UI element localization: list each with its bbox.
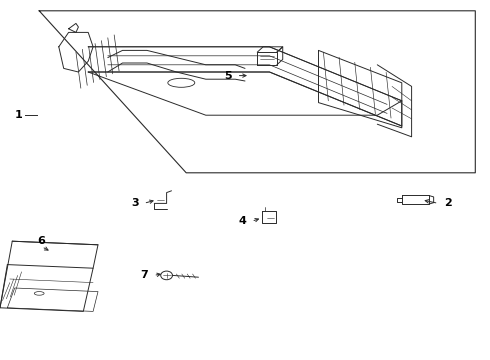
Text: 4: 4 — [239, 216, 246, 226]
Text: 6: 6 — [38, 236, 46, 246]
Text: 7: 7 — [141, 270, 148, 280]
Text: 3: 3 — [131, 198, 139, 208]
Text: 1: 1 — [15, 110, 23, 120]
Text: 2: 2 — [444, 198, 452, 208]
Text: 5: 5 — [224, 71, 232, 81]
